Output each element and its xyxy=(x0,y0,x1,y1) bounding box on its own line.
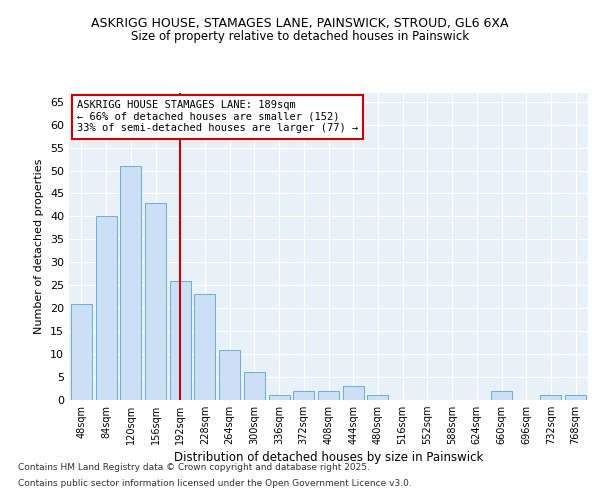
X-axis label: Distribution of detached houses by size in Painswick: Distribution of detached houses by size … xyxy=(174,452,483,464)
Bar xyxy=(343,386,364,400)
Bar xyxy=(120,166,141,400)
Bar xyxy=(194,294,215,400)
Bar xyxy=(491,391,512,400)
Bar xyxy=(269,396,290,400)
Bar xyxy=(293,391,314,400)
Bar xyxy=(367,396,388,400)
Bar xyxy=(565,396,586,400)
Y-axis label: Number of detached properties: Number of detached properties xyxy=(34,158,44,334)
Bar xyxy=(71,304,92,400)
Bar xyxy=(244,372,265,400)
Text: ASKRIGG HOUSE STAMAGES LANE: 189sqm
← 66% of detached houses are smaller (152)
3: ASKRIGG HOUSE STAMAGES LANE: 189sqm ← 66… xyxy=(77,100,358,134)
Bar xyxy=(541,396,562,400)
Bar xyxy=(145,202,166,400)
Text: Contains public sector information licensed under the Open Government Licence v3: Contains public sector information licen… xyxy=(18,478,412,488)
Bar xyxy=(95,216,116,400)
Text: Size of property relative to detached houses in Painswick: Size of property relative to detached ho… xyxy=(131,30,469,43)
Text: Contains HM Land Registry data © Crown copyright and database right 2025.: Contains HM Land Registry data © Crown c… xyxy=(18,464,370,472)
Text: ASKRIGG HOUSE, STAMAGES LANE, PAINSWICK, STROUD, GL6 6XA: ASKRIGG HOUSE, STAMAGES LANE, PAINSWICK,… xyxy=(91,18,509,30)
Bar xyxy=(219,350,240,400)
Bar xyxy=(318,391,339,400)
Bar xyxy=(170,280,191,400)
